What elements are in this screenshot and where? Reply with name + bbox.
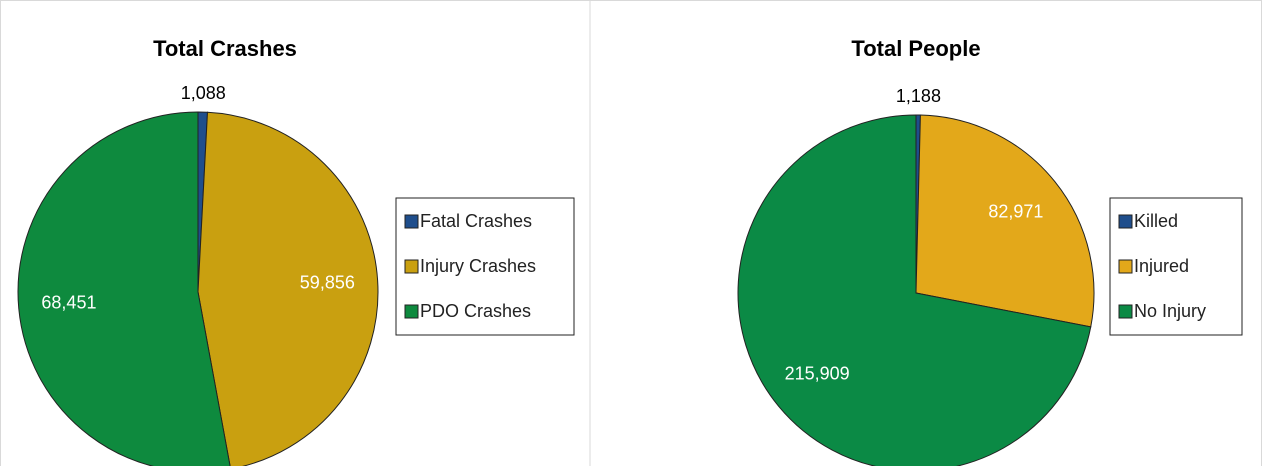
data-label: 68,451 bbox=[41, 293, 96, 313]
data-label: 59,856 bbox=[300, 272, 355, 292]
chart-title: Total People bbox=[851, 36, 980, 61]
legend-swatch bbox=[1118, 259, 1133, 274]
legend-label: Injured bbox=[1134, 256, 1189, 276]
legend-label: Injury Crashes bbox=[420, 256, 536, 276]
legend-swatch bbox=[404, 214, 419, 229]
legend-label: PDO Crashes bbox=[420, 301, 531, 321]
pie-slice bbox=[17, 111, 231, 466]
legend-swatch bbox=[404, 304, 419, 319]
pie-slice bbox=[915, 114, 1095, 328]
legend-swatch bbox=[404, 259, 419, 274]
data-label: 1,088 bbox=[181, 83, 226, 103]
legend-label: No Injury bbox=[1134, 301, 1206, 321]
legend-label: Fatal Crashes bbox=[420, 211, 532, 231]
legend-swatch bbox=[1118, 214, 1133, 229]
legend-label: Killed bbox=[1134, 211, 1178, 231]
pie-slice bbox=[197, 111, 379, 466]
chart-title: Total Crashes bbox=[153, 36, 297, 61]
data-label: 1,188 bbox=[896, 86, 941, 106]
pie-slice bbox=[737, 114, 1092, 466]
legend-swatch bbox=[1118, 304, 1133, 319]
data-label: 215,909 bbox=[785, 363, 850, 383]
data-label: 82,971 bbox=[988, 201, 1043, 221]
legend bbox=[395, 197, 575, 336]
